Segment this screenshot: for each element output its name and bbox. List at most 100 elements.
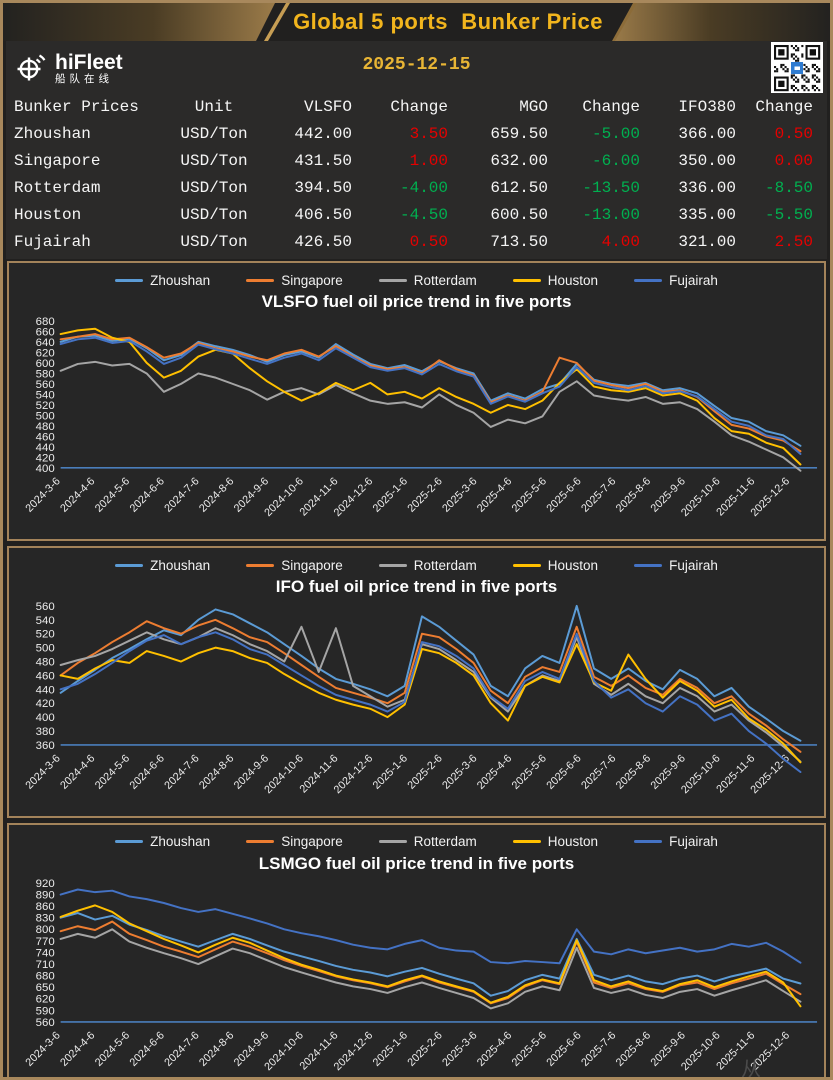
svg-text:2025-6-6: 2025-6-6 — [544, 475, 583, 514]
svg-text:800: 800 — [36, 924, 55, 936]
svg-text:540: 540 — [36, 615, 55, 627]
cell-ifo380-change: 0.00 — [774, 151, 813, 170]
cell-ifo380: 350.00 — [678, 151, 736, 170]
cell-mgo-change: -5.00 — [591, 124, 640, 143]
cell-ifo380: 366.00 — [678, 124, 736, 143]
svg-text:2024-6-6: 2024-6-6 — [128, 1029, 167, 1068]
svg-text:600: 600 — [36, 358, 55, 370]
svg-text:2025-2-6: 2025-2-6 — [405, 1029, 444, 1068]
hifleet-logo-icon — [14, 48, 50, 89]
info-bar: hiFleet 船队在线 2025-12-15 — [6, 41, 827, 94]
cell-ifo380: 336.00 — [678, 178, 736, 197]
qr-code — [771, 42, 823, 94]
table-row: Zhoushan USD/Ton 442.00 3.50 659.50 -5.00 366.… — [6, 120, 827, 147]
series-line-zhoushan — [59, 911, 802, 997]
col-header-unit: Unit — [194, 97, 234, 116]
svg-text:2024-4-6: 2024-4-6 — [58, 475, 97, 514]
legend-swatch-zhoushan — [115, 278, 144, 282]
svg-text:2025-4-6: 2025-4-6 — [475, 475, 514, 514]
ifo-legend: Zhoushan Singapore Rotterdam Houston Fujaira… — [9, 548, 824, 578]
svg-text:2025-8-6: 2025-8-6 — [614, 475, 653, 514]
col-header-ifo380-chg: Change — [755, 97, 813, 116]
legend-label: Houston — [547, 834, 599, 850]
chart-panel-ifo: Zhoushan Singapore Rotterdam Houston Fujaira… — [7, 546, 826, 818]
vlsfo-legend: Zhoushan Singapore Rotterdam Houston Fujaira… — [9, 263, 824, 293]
legend-label: Houston — [547, 272, 599, 288]
cell-ifo380-change: -5.50 — [764, 205, 813, 224]
col-header-port: Bunker Prices — [14, 97, 139, 116]
page-title: Global 5 ports Bunker Price — [293, 9, 603, 34]
legend-item-houston: Houston — [512, 272, 599, 288]
cell-ifo380-change: -8.50 — [764, 178, 813, 197]
table-row: Singapore USD/Ton 431.50 1.00 632.00 -6.00 350… — [6, 147, 827, 174]
header-band: Global 5 ports Bunker Price — [3, 3, 830, 41]
cell-vlsfo-change: -4.00 — [399, 178, 448, 197]
svg-text:2025-7-6: 2025-7-6 — [579, 1029, 618, 1068]
cell-vlsfo: 426.50 — [294, 232, 352, 251]
svg-text:2025-4-6: 2025-4-6 — [475, 753, 514, 792]
svg-text:520: 520 — [36, 400, 55, 412]
cell-mgo-change: -6.00 — [591, 151, 640, 170]
cell-unit: USD/Ton — [180, 151, 248, 170]
cell-mgo-change: -13.00 — [582, 205, 640, 224]
svg-text:680: 680 — [36, 970, 55, 982]
cell-vlsfo: 431.50 — [294, 151, 352, 170]
svg-text:2025-5-6: 2025-5-6 — [510, 475, 549, 514]
legend-item-rotterdam: Rotterdam — [378, 558, 477, 573]
legend-swatch-fujairah — [634, 840, 663, 844]
svg-text:2024-7-6: 2024-7-6 — [162, 1029, 201, 1068]
logo-subtitle: 船队在线 — [55, 72, 113, 85]
svg-text:2025-4-6: 2025-4-6 — [475, 1029, 514, 1068]
svg-text:2024-6-6: 2024-6-6 — [128, 475, 167, 514]
svg-text:2025-7-6: 2025-7-6 — [579, 753, 618, 792]
svg-text:770: 770 — [36, 936, 55, 948]
watermark: 从 — [741, 1059, 761, 1080]
svg-text:2025-2-6: 2025-2-6 — [405, 753, 444, 792]
table-row: Fujairah USD/Ton 426.50 0.50 713.50 4.00 321.0… — [6, 228, 827, 255]
svg-text:650: 650 — [36, 982, 55, 994]
series-line-singapore — [59, 333, 802, 453]
legend-swatch-singapore — [246, 840, 275, 844]
svg-text:2025-1-6: 2025-1-6 — [371, 1029, 410, 1068]
svg-text:830: 830 — [36, 912, 55, 924]
cell-port: Singapore — [14, 151, 101, 170]
lsmgo-chart: 9208908608308007707407106806506205905602… — [23, 878, 818, 1073]
svg-text:2024-5-6: 2024-5-6 — [93, 475, 132, 514]
cell-ifo380-change: 2.50 — [774, 232, 813, 251]
svg-text:480: 480 — [36, 657, 55, 669]
legend-label: Rotterdam — [413, 272, 477, 288]
legend-swatch-rotterdam — [378, 840, 407, 844]
legend-label: Zhoushan — [150, 557, 211, 573]
svg-text:710: 710 — [36, 959, 55, 971]
svg-text:460: 460 — [36, 431, 55, 443]
cell-mgo: 600.50 — [490, 205, 548, 224]
cell-mgo-change: -13.50 — [582, 178, 640, 197]
svg-text:680: 680 — [36, 316, 55, 328]
legend-item-fujairah: Fujairah — [634, 834, 718, 849]
table-header-row: Bunker Prices Unit VLSFO Change MGO Chan… — [6, 93, 827, 120]
svg-text:2024-5-6: 2024-5-6 — [93, 753, 132, 792]
cell-vlsfo: 442.00 — [294, 124, 352, 143]
legend-item-houston: Houston — [512, 557, 599, 573]
cell-unit: USD/Ton — [180, 232, 248, 251]
series-line-singapore — [59, 619, 802, 754]
cell-mgo-change: 4.00 — [601, 232, 640, 251]
legend-item-fujairah: Fujairah — [634, 558, 718, 573]
legend-label: Rotterdam — [413, 834, 477, 850]
legend-label: Zhoushan — [150, 272, 211, 288]
svg-text:400: 400 — [36, 712, 55, 724]
cell-mgo: 713.50 — [490, 232, 548, 251]
ifo-chart-title: IFO fuel oil price trend in five ports — [275, 577, 558, 597]
svg-text:740: 740 — [36, 947, 55, 959]
svg-text:2024-8-6: 2024-8-6 — [197, 1029, 236, 1068]
svg-text:2025-6-6: 2025-6-6 — [544, 753, 583, 792]
series-line-fujairah — [59, 631, 802, 774]
svg-text:2025-5-6: 2025-5-6 — [510, 1029, 549, 1068]
svg-text:2025-8-6: 2025-8-6 — [614, 1029, 653, 1068]
svg-text:580: 580 — [36, 368, 55, 380]
legend-swatch-singapore — [246, 563, 275, 567]
cell-mgo: 659.50 — [490, 124, 548, 143]
legend-label: Houston — [547, 557, 599, 573]
legend-swatch-fujairah — [634, 278, 663, 282]
